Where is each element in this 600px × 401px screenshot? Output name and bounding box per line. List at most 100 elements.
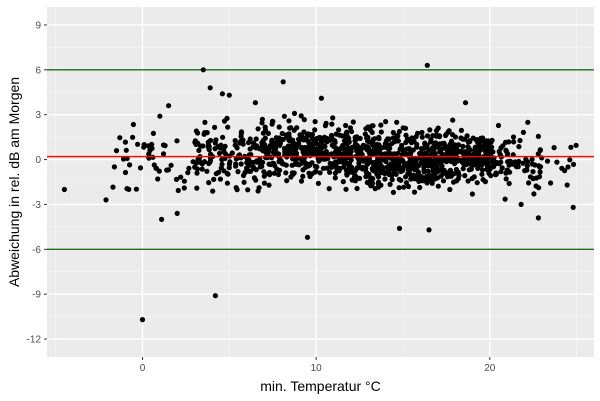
- data-point: [427, 127, 433, 133]
- data-point: [465, 178, 471, 184]
- data-point: [381, 151, 387, 157]
- data-point: [312, 127, 318, 133]
- data-point: [464, 133, 470, 139]
- y-tick-label: -3: [32, 200, 41, 211]
- data-point: [437, 133, 443, 139]
- data-point: [315, 150, 321, 156]
- data-point: [130, 134, 136, 140]
- data-point: [146, 151, 152, 157]
- data-point: [374, 171, 380, 177]
- data-point: [320, 165, 326, 171]
- data-point: [567, 157, 573, 163]
- data-point: [354, 185, 360, 192]
- data-point: [277, 167, 283, 173]
- data-point: [246, 140, 252, 146]
- data-point: [394, 133, 400, 139]
- data-point: [411, 172, 417, 178]
- data-point: [330, 115, 336, 121]
- data-point: [232, 142, 238, 148]
- data-point: [375, 181, 381, 187]
- data-point: [369, 129, 375, 135]
- data-point: [348, 128, 355, 135]
- data-point: [301, 117, 307, 123]
- data-point: [137, 165, 144, 171]
- data-point: [315, 135, 321, 141]
- data-point: [298, 113, 304, 119]
- data-point: [414, 172, 420, 178]
- data-point: [287, 125, 293, 131]
- data-point: [318, 146, 324, 152]
- data-point: [506, 180, 512, 187]
- data-point: [294, 161, 300, 167]
- data-point: [259, 120, 265, 126]
- data-point: [523, 156, 529, 162]
- data-point: [139, 317, 146, 323]
- data-point: [407, 170, 413, 176]
- data-point: [514, 160, 520, 166]
- data-point: [343, 122, 349, 129]
- data-point: [405, 183, 412, 190]
- data-point: [293, 145, 299, 151]
- data-point: [224, 115, 230, 121]
- data-point: [394, 119, 400, 125]
- data-point: [256, 185, 262, 191]
- data-point: [283, 162, 289, 168]
- data-point: [280, 136, 286, 142]
- data-point: [350, 170, 356, 176]
- data-point: [153, 165, 159, 171]
- data-point: [400, 125, 406, 131]
- data-point: [517, 137, 523, 144]
- data-point: [221, 149, 227, 155]
- data-point: [175, 187, 181, 194]
- data-point: [489, 158, 495, 164]
- data-point: [488, 173, 494, 179]
- data-point: [319, 139, 325, 145]
- data-point: [186, 165, 192, 171]
- data-point: [529, 156, 535, 162]
- data-point: [122, 169, 129, 176]
- data-point: [212, 140, 218, 146]
- data-point: [61, 186, 67, 193]
- data-point: [162, 143, 168, 149]
- data-point: [374, 160, 380, 166]
- data-point: [210, 188, 216, 194]
- data-point: [262, 145, 268, 151]
- data-point: [562, 168, 568, 174]
- data-point: [309, 144, 316, 150]
- data-point: [404, 161, 410, 167]
- data-point: [123, 147, 129, 153]
- data-point: [277, 140, 283, 146]
- data-point: [510, 139, 517, 145]
- data-point: [419, 134, 425, 140]
- data-point: [376, 134, 382, 140]
- data-point: [503, 176, 509, 182]
- data-point: [421, 169, 427, 175]
- data-point: [390, 129, 396, 136]
- data-point: [383, 119, 389, 125]
- data-point: [250, 144, 256, 150]
- data-point: [181, 185, 187, 191]
- data-point: [336, 166, 342, 172]
- data-point: [479, 167, 486, 173]
- data-point: [257, 146, 263, 152]
- data-point: [418, 160, 424, 166]
- data-point: [246, 162, 252, 168]
- data-point: [475, 140, 481, 146]
- data-point: [439, 158, 445, 164]
- data-point: [193, 141, 199, 147]
- data-point: [225, 124, 231, 130]
- data-point: [336, 159, 342, 165]
- data-point: [281, 113, 287, 119]
- x-tick-label: 0: [140, 363, 146, 374]
- data-point: [548, 180, 554, 186]
- data-point: [317, 170, 323, 176]
- data-point: [241, 179, 247, 185]
- data-point: [133, 186, 139, 192]
- data-point: [369, 151, 376, 157]
- data-point: [165, 167, 172, 173]
- data-point: [300, 173, 306, 179]
- data-point: [443, 131, 449, 137]
- data-point: [181, 178, 187, 184]
- data-point: [122, 139, 128, 145]
